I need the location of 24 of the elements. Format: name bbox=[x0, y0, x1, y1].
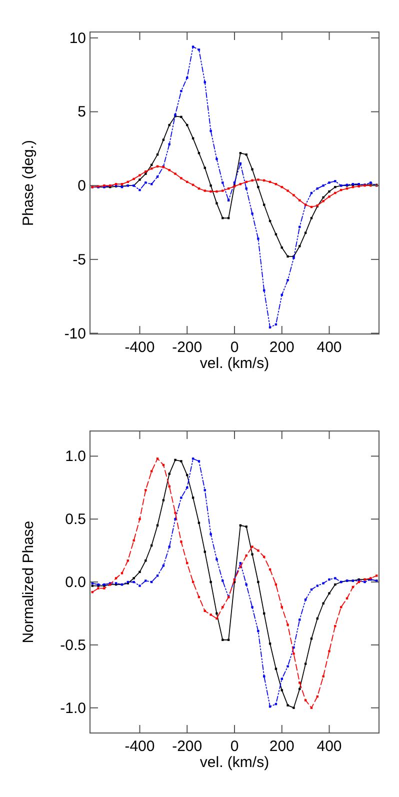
y-tick-label: 0.5 bbox=[65, 511, 86, 528]
y-tick-label: -10 bbox=[64, 325, 86, 342]
x-tick-label: 200 bbox=[269, 738, 294, 755]
y-tick-label: -1.0 bbox=[60, 700, 86, 717]
y-tick-label: 1.0 bbox=[65, 448, 86, 466]
y-tick-label: -5 bbox=[72, 251, 86, 268]
x-axis-title: vel. (km/s) bbox=[200, 754, 270, 771]
x-tick-label: 0 bbox=[230, 738, 239, 755]
y-tick-label: 10 bbox=[69, 30, 86, 47]
x-tick-label: 0 bbox=[230, 339, 239, 356]
x-axis-title: vel. (km/s) bbox=[200, 355, 270, 372]
x-tick-label: -200 bbox=[172, 738, 202, 755]
x-tick-label: -400 bbox=[124, 339, 155, 356]
x-tick-label: 400 bbox=[316, 339, 342, 356]
y-tick-label: -0.5 bbox=[60, 636, 86, 654]
x-tick-label: 400 bbox=[316, 738, 342, 755]
x-tick-label: 200 bbox=[269, 339, 294, 356]
y-tick-label: 0.0 bbox=[65, 574, 86, 591]
y-axis-title: Phase (deg.) bbox=[20, 140, 37, 226]
x-tick-label: -400 bbox=[124, 738, 155, 755]
y-tick-label: 5 bbox=[78, 104, 86, 121]
y-tick-label: 0 bbox=[78, 178, 86, 195]
y-axis-title: Normalized Phase bbox=[20, 520, 37, 644]
x-tick-label: -200 bbox=[172, 339, 202, 356]
